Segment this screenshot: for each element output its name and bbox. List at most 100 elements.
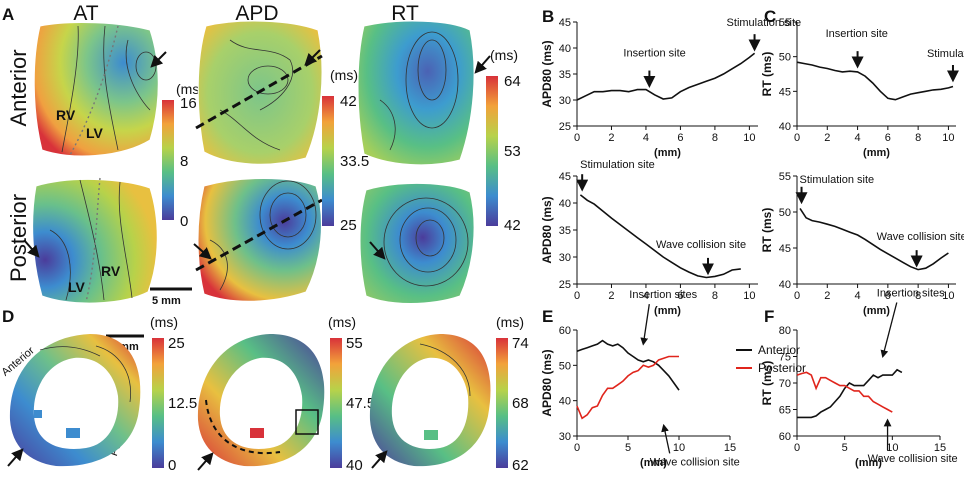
annotation-label: Stimulation site	[800, 174, 875, 186]
row-label-anterior: Anterior	[6, 49, 31, 126]
column-title-rt: RT	[391, 2, 419, 25]
y-tick-label: 30	[559, 431, 571, 443]
x-tick-label: 6	[885, 290, 891, 302]
series-line-rt	[796, 61, 954, 101]
annotation-arrow-icon	[880, 302, 898, 359]
annotation-label: Insertion sites	[877, 288, 945, 300]
x-tick-label: 0	[574, 442, 580, 454]
colorbar-tick: 74	[512, 335, 529, 352]
legend-label-anterior: Anterior	[758, 343, 800, 357]
annotation-label: Wave collision site	[868, 453, 958, 465]
column-title-at: AT	[73, 2, 98, 25]
colorbar-tick: 47.5	[346, 395, 375, 412]
x-tick-label: 6	[677, 290, 683, 302]
colorbar-tick: 62	[512, 457, 529, 474]
y-tick-label: 50	[779, 52, 791, 64]
colorbar-tick: 16	[180, 95, 197, 112]
x-tick-label: 2	[608, 132, 614, 144]
x-tick-label: 8	[712, 132, 718, 144]
series-line-apd	[579, 194, 741, 279]
annotation-label: Stimulation site	[727, 17, 802, 29]
stimulation-arrow-icon	[304, 49, 321, 66]
annotation-label: Wave collision site	[656, 239, 746, 251]
colorbar-unit: (ms)	[496, 314, 524, 330]
series-line-anterior	[576, 339, 680, 391]
stimulation-arrow-icon	[474, 55, 491, 74]
x-tick-label: 0	[794, 442, 800, 454]
y-axis-label: APD80 (ms)	[540, 40, 554, 107]
y-tick-label: 40	[559, 43, 571, 55]
panel-letter-e: E	[542, 307, 553, 326]
annotation-label: Insertion site	[623, 48, 685, 60]
stimulation-arrow-icon	[197, 452, 214, 471]
panel-letter-c: C	[764, 7, 776, 26]
stimulation-arrow-icon	[369, 241, 386, 260]
stimulation-arrow-icon	[7, 448, 24, 467]
x-tick-label: 0	[574, 132, 580, 144]
y-axis-label: RT (ms)	[760, 208, 774, 253]
x-tick-label: 10	[886, 442, 898, 454]
panel-letter-f: F	[764, 307, 774, 326]
x-tick-label: 10	[743, 290, 755, 302]
series-line-posterior	[796, 371, 893, 413]
series-line-posterior	[576, 355, 679, 420]
colorbar-d-rt: (ms) 74 68 62	[496, 314, 529, 474]
x-axis-label: (mm)	[654, 147, 681, 159]
stimulation-arrow-icon	[23, 239, 40, 258]
panel-letter-d: D	[2, 307, 14, 326]
colorbar-tick: 0	[168, 457, 176, 474]
x-axis-label: (mm)	[855, 457, 882, 469]
x-tick-label: 5	[625, 442, 631, 454]
series-line-rt	[799, 207, 949, 271]
colorbar-tick: 53	[504, 143, 521, 160]
x-tick-label: 10	[942, 290, 954, 302]
slice-apd	[197, 334, 325, 471]
colorbar-d-at: (ms) 25 12.5 0	[150, 314, 197, 474]
scale-bar-label: 5 mm	[152, 295, 181, 307]
colorbar-tick: 64	[504, 73, 521, 90]
y-tick-label: 55	[779, 17, 791, 29]
y-tick-label: 35	[559, 69, 571, 81]
colorbar-d-apd: (ms) 55 47.5 40	[328, 314, 375, 474]
colorbar-unit: (ms)	[150, 314, 178, 330]
x-tick-label: 8	[712, 290, 718, 302]
x-tick-label: 2	[824, 132, 830, 144]
slice-rt	[369, 334, 491, 469]
y-tick-label: 60	[559, 325, 571, 337]
map-rt-anterior	[357, 20, 491, 166]
map-label-rv: RV	[101, 263, 121, 279]
y-tick-label: 45	[779, 86, 791, 98]
annotation-label: Wave collision site	[650, 456, 740, 468]
y-tick-label: 40	[779, 121, 791, 133]
annotation-label: Stimulation site	[927, 48, 964, 60]
y-tick-label: 55	[779, 171, 791, 183]
x-tick-label: 2	[824, 290, 830, 302]
y-tick-label: 65	[779, 405, 791, 417]
x-tick-label: 4	[643, 290, 649, 302]
colorbar-tick: 25	[168, 335, 185, 352]
legend-label-posterior: Posterior	[758, 361, 806, 375]
x-tick-label: 6	[885, 132, 891, 144]
y-tick-label: 30	[559, 95, 571, 107]
x-tick-label: 4	[643, 132, 649, 144]
transect-line	[205, 399, 281, 455]
x-tick-label: 5	[842, 442, 848, 454]
y-tick-label: 60	[779, 431, 791, 443]
insertion-box	[295, 409, 319, 435]
colorbar-tick: 68	[512, 395, 529, 412]
map-apd-posterior	[193, 178, 323, 302]
annotation-label: Insertion sites	[629, 289, 697, 301]
map-label-rv: RV	[56, 107, 76, 123]
transect-line	[195, 198, 323, 272]
map-at-posterior: RV LV	[23, 177, 158, 304]
x-tick-label: 10	[743, 132, 755, 144]
row-label-posterior: Posterior	[6, 194, 31, 282]
series-line-anterior	[797, 368, 903, 419]
x-tick-label: 4	[855, 290, 861, 302]
y-axis-label: RT (ms)	[760, 52, 774, 97]
x-axis-label: (mm)	[863, 305, 890, 317]
panel-letter-b: B	[542, 7, 554, 26]
panel-letter-a: A	[2, 5, 14, 24]
